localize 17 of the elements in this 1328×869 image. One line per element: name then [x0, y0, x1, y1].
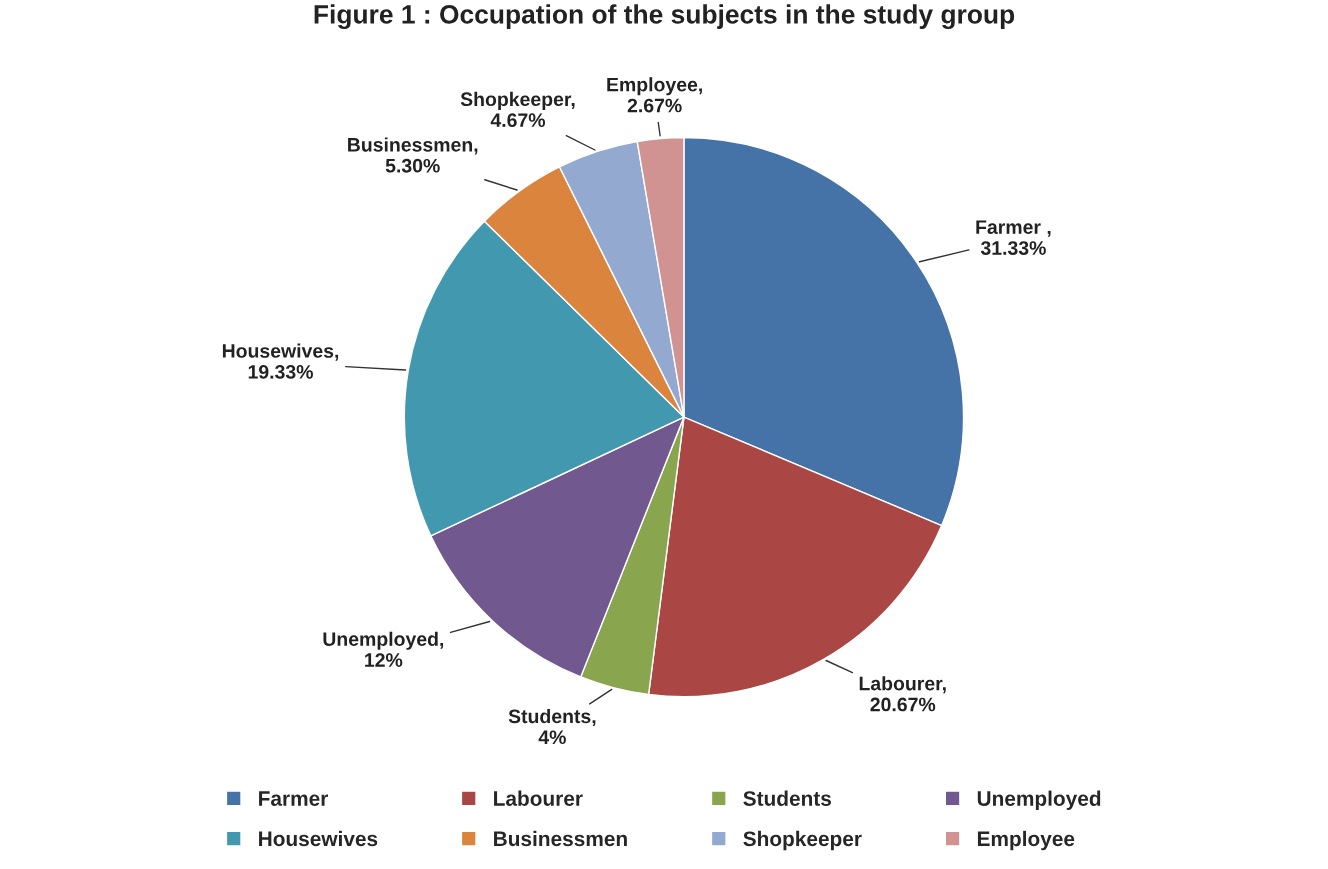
data-label: Labourer, 20.67%	[859, 676, 946, 712]
data-label: Housewives, 19.33%	[222, 343, 339, 379]
data-label: Farmer , 31.33%	[976, 220, 1051, 255]
data-label: Businessmen, 5.30%	[348, 137, 478, 173]
legend-label: Businessmen	[494, 830, 627, 847]
data-label: Students, 4%	[508, 708, 596, 745]
legend-label: Labourer	[494, 790, 583, 806]
legend-label: Farmer	[259, 791, 329, 806]
legend-label: Students	[743, 790, 831, 806]
data-label: Employee, 2.67%	[607, 77, 702, 113]
legend-label: Employee	[977, 830, 1075, 851]
data-label: Shopkeeper, 4.67%	[460, 91, 575, 128]
chart-title: Figure 1 : Occupation of the subjects in the study group	[314, 4, 1015, 30]
legend-label: Shopkeeper	[743, 830, 862, 851]
legend-label: Housewives	[259, 830, 378, 847]
data-label: Unemployed, 12%	[323, 631, 444, 667]
legend-label: Unemployed	[977, 790, 1101, 810]
